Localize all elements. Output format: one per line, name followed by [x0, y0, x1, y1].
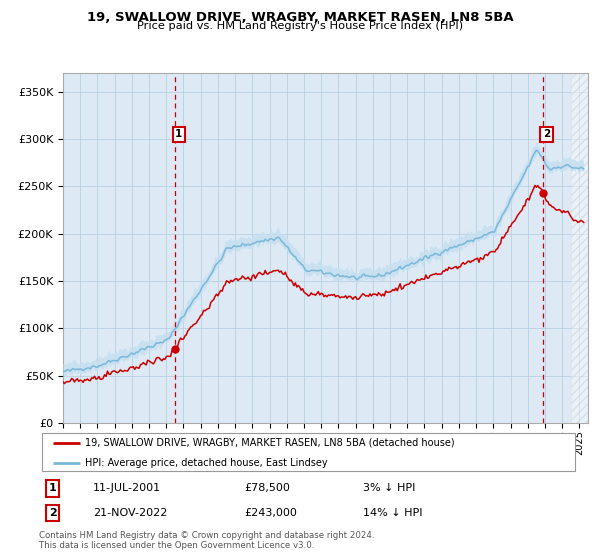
- Text: 2: 2: [49, 508, 56, 518]
- Text: £78,500: £78,500: [244, 483, 290, 493]
- Text: 2: 2: [543, 129, 550, 139]
- FancyBboxPatch shape: [42, 433, 575, 471]
- Text: 19, SWALLOW DRIVE, WRAGBY, MARKET RASEN, LN8 5BA: 19, SWALLOW DRIVE, WRAGBY, MARKET RASEN,…: [86, 11, 514, 24]
- Text: Price paid vs. HM Land Registry's House Price Index (HPI): Price paid vs. HM Land Registry's House …: [137, 21, 463, 31]
- Text: Contains HM Land Registry data © Crown copyright and database right 2024.
This d: Contains HM Land Registry data © Crown c…: [39, 531, 374, 550]
- Text: £243,000: £243,000: [244, 508, 297, 518]
- Text: 14% ↓ HPI: 14% ↓ HPI: [363, 508, 422, 518]
- Polygon shape: [571, 73, 588, 423]
- Text: 3% ↓ HPI: 3% ↓ HPI: [363, 483, 415, 493]
- Text: HPI: Average price, detached house, East Lindsey: HPI: Average price, detached house, East…: [85, 458, 328, 468]
- Text: 1: 1: [49, 483, 56, 493]
- Text: 21-NOV-2022: 21-NOV-2022: [93, 508, 167, 518]
- Text: 19, SWALLOW DRIVE, WRAGBY, MARKET RASEN, LN8 5BA (detached house): 19, SWALLOW DRIVE, WRAGBY, MARKET RASEN,…: [85, 437, 455, 447]
- Text: 1: 1: [175, 129, 182, 139]
- Text: 11-JUL-2001: 11-JUL-2001: [93, 483, 161, 493]
